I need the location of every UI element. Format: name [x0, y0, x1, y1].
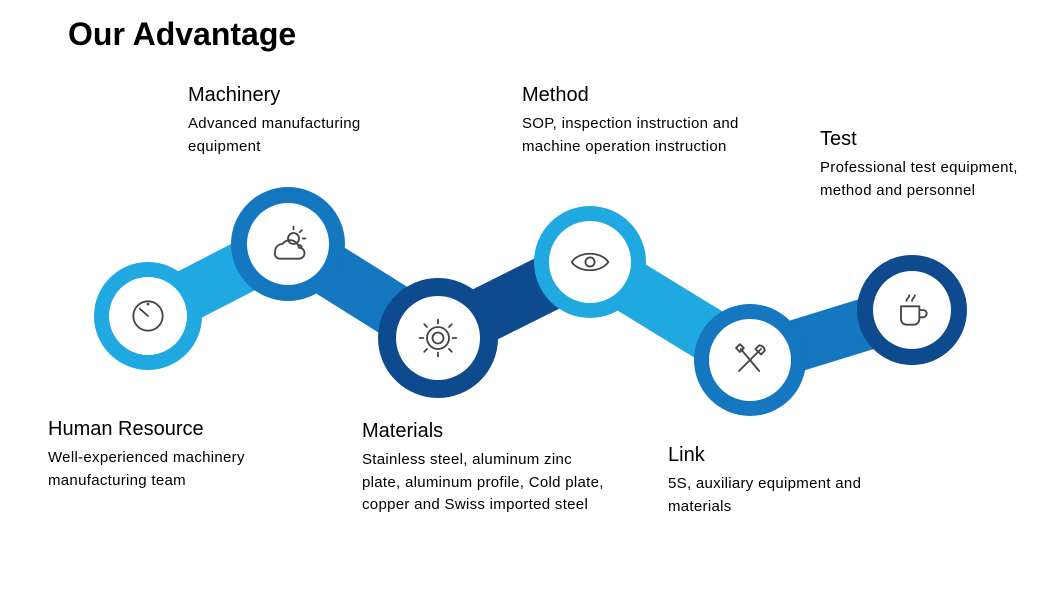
label-human: Human Resource Well-experienced machinery… [48, 418, 288, 492]
label-title-method: Method [522, 84, 772, 107]
label-machinery: Machinery Advanced manufacturing equipmen… [188, 84, 418, 158]
label-test: Test Professional test equipment, method … [820, 128, 1060, 202]
label-body-link: 5S, auxiliary equipment and materials [668, 473, 908, 518]
page-title: Our Advantage [68, 16, 296, 53]
node-test [857, 255, 967, 365]
label-title-machinery: Machinery [188, 84, 418, 107]
tools-icon [709, 319, 791, 401]
label-body-test: Professional test equipment, method and … [820, 157, 1060, 202]
label-title-human: Human Resource [48, 418, 288, 441]
label-title-link: Link [668, 444, 908, 467]
label-body-materials: Stainless steel, aluminum zinc plate, al… [362, 449, 612, 517]
label-body-machinery: Advanced manufacturing equipment [188, 113, 418, 158]
node-human [94, 262, 202, 370]
label-title-test: Test [820, 128, 1060, 151]
label-link: Link 5S, auxiliary equipment and material… [668, 444, 908, 518]
gauge-icon [109, 277, 187, 355]
node-link [694, 304, 806, 416]
label-materials: Materials Stainless steel, aluminum zinc … [362, 420, 612, 517]
label-method: Method SOP, inspection instruction and ma… [522, 84, 772, 158]
cup-icon [873, 271, 951, 349]
label-title-materials: Materials [362, 420, 612, 443]
node-materials [378, 278, 498, 398]
eye-icon [549, 221, 631, 303]
gear-icon [396, 296, 480, 380]
weather-icon [247, 203, 329, 285]
label-body-human: Well-experienced machinery manufacturing… [48, 447, 288, 492]
node-method [534, 206, 646, 318]
label-body-method: SOP, inspection instruction and machine … [522, 113, 772, 158]
node-machinery [231, 187, 345, 301]
